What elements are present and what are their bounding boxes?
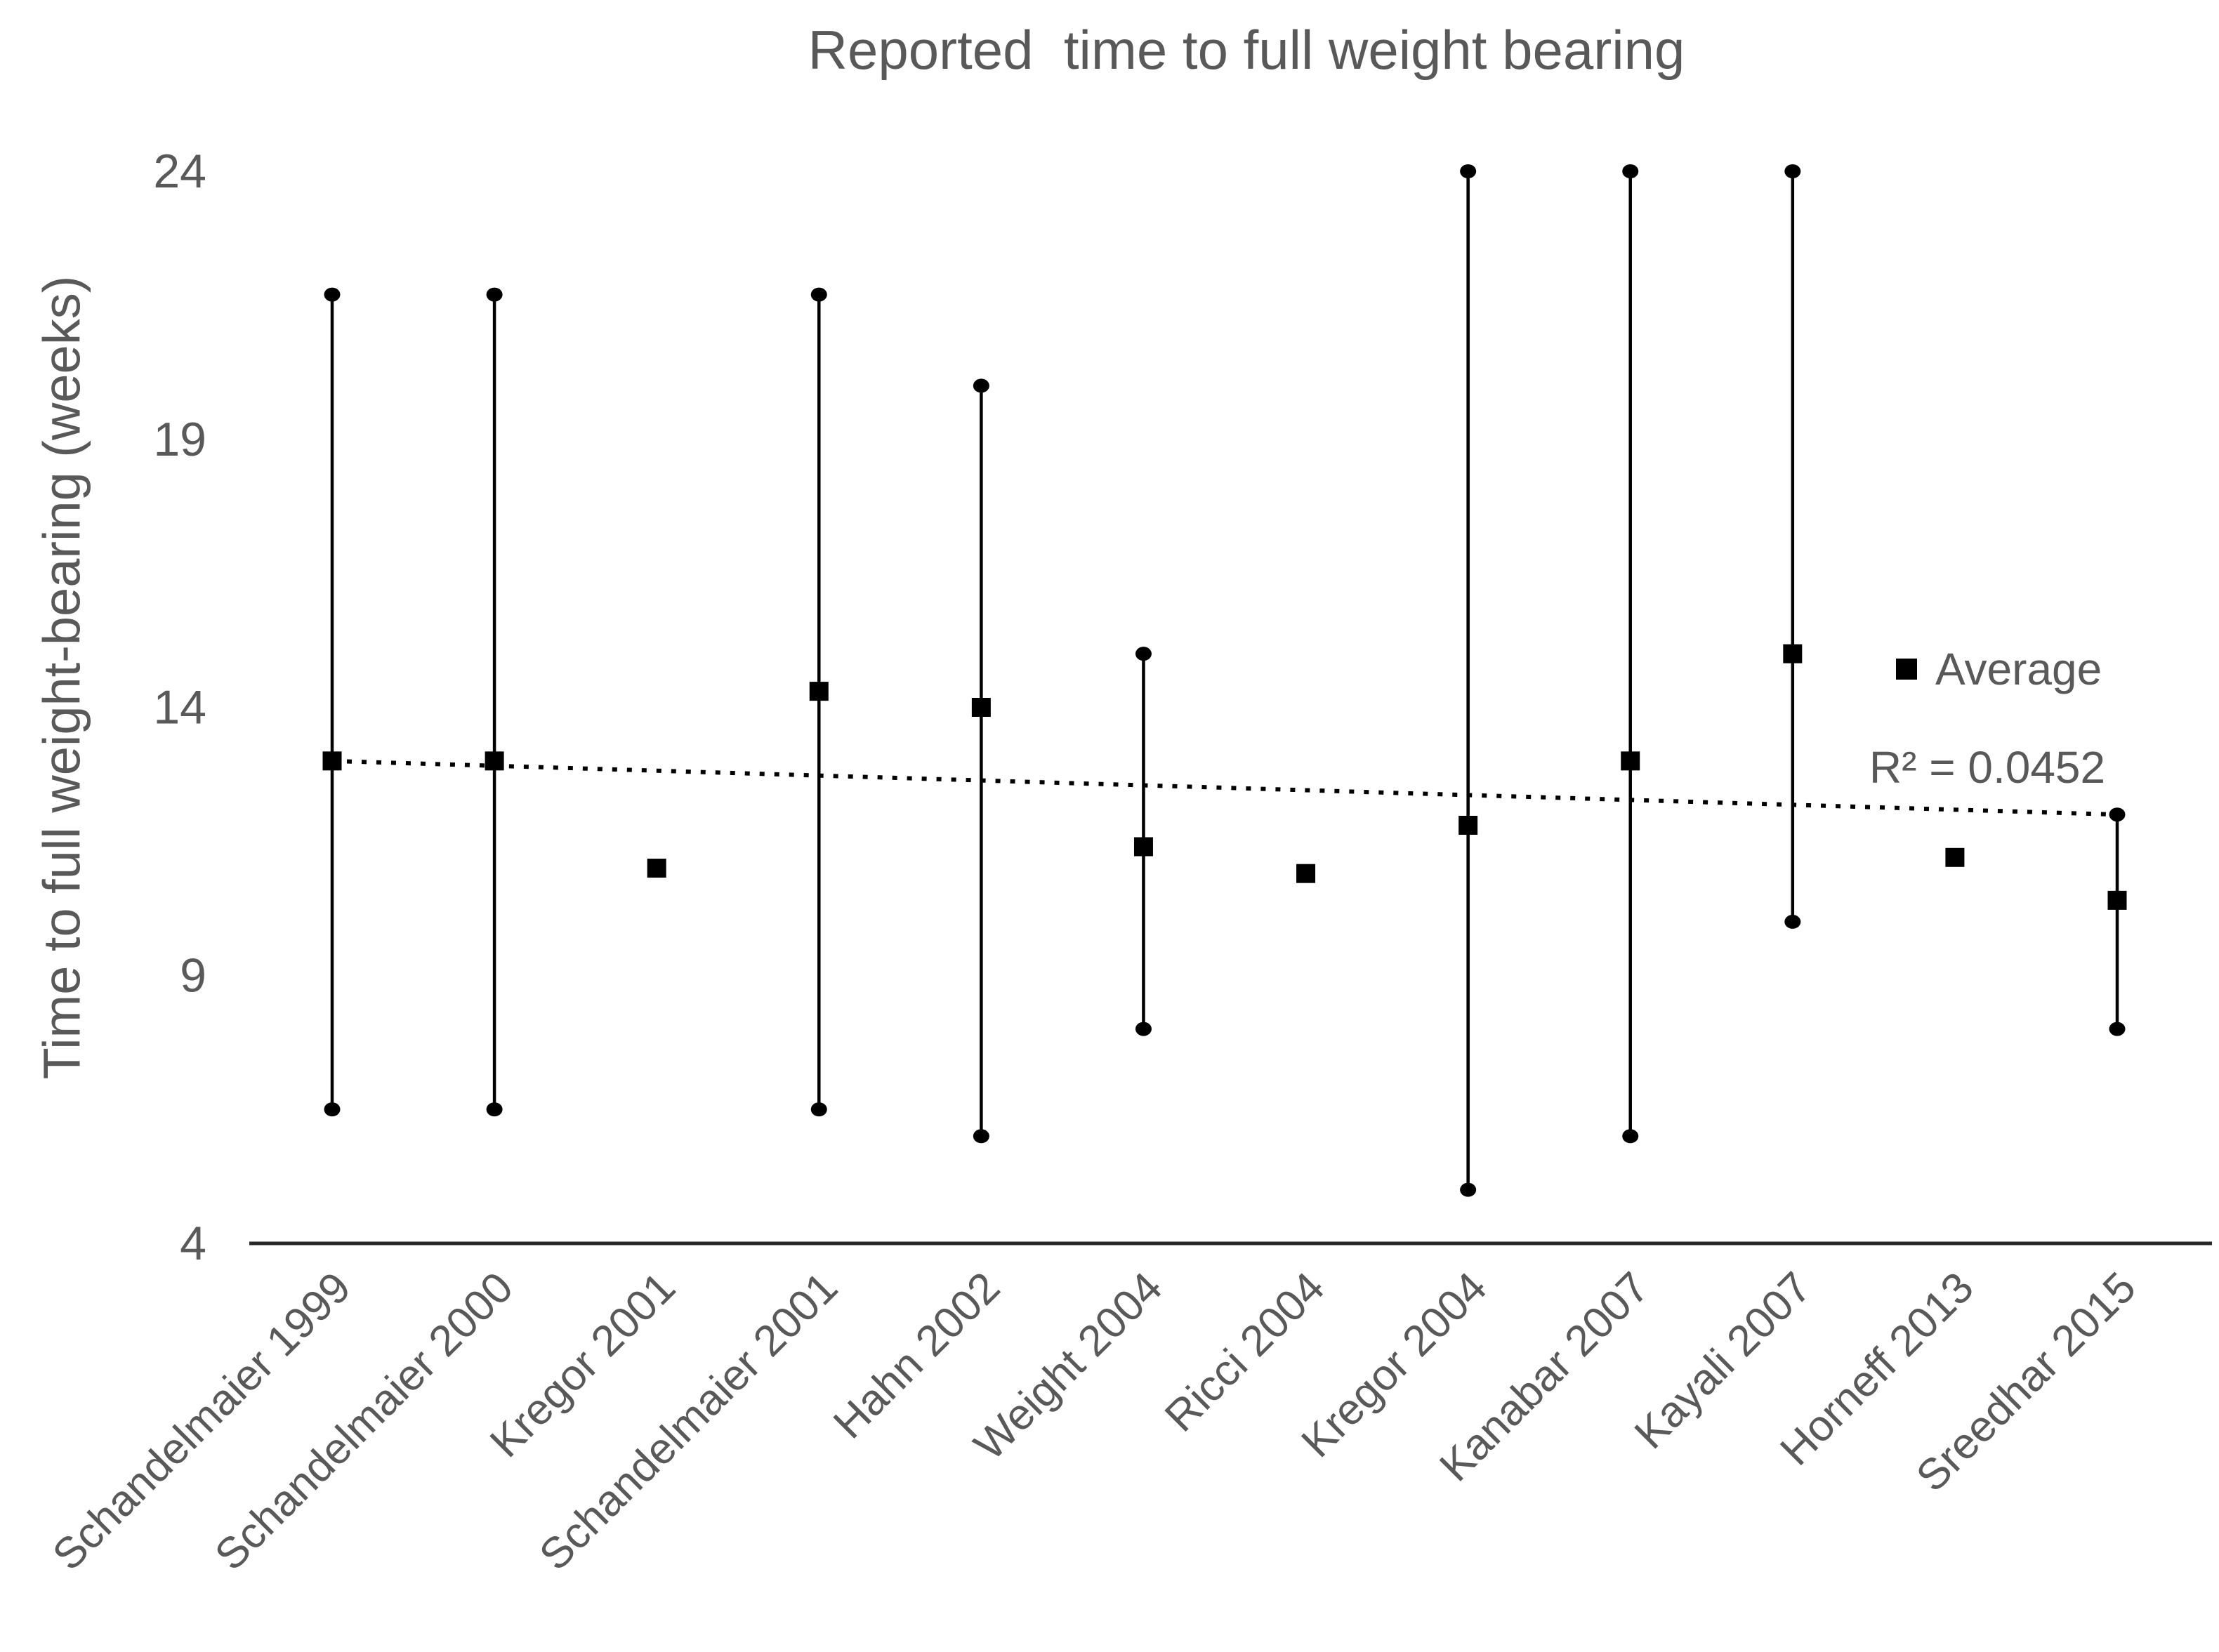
min-dot-marker: [1135, 1022, 1152, 1036]
min-dot-marker: [973, 1129, 989, 1144]
min-dot-marker: [324, 1102, 341, 1117]
r-squared-annotation: R² = 0.0452: [1869, 742, 2106, 793]
average-square-marker: [1133, 837, 1153, 857]
y-tick-label: 19: [153, 413, 206, 466]
max-dot-marker: [1135, 647, 1152, 661]
max-dot-marker: [1622, 164, 1639, 178]
y-tick-label: 9: [180, 949, 206, 1002]
y-tick-label: 14: [153, 681, 206, 734]
x-category-label: Schandelmaier 2000: [206, 1263, 522, 1580]
average-square-marker: [2107, 890, 2127, 910]
max-dot-marker: [486, 287, 503, 302]
average-square-marker: [809, 682, 829, 701]
min-dot-marker: [2109, 1022, 2126, 1036]
average-square-marker: [647, 859, 666, 878]
x-category-label: Schandelmaier 1999: [44, 1263, 360, 1580]
average-marker-swatch: [1896, 659, 1917, 680]
x-category-label: Ricci 2004: [1156, 1263, 1334, 1441]
min-dot-marker: [1460, 1182, 1477, 1197]
min-dot-marker: [1622, 1129, 1639, 1144]
legend-label: Average: [1935, 644, 2102, 694]
max-dot-marker: [2109, 807, 2126, 822]
average-square-marker: [322, 751, 342, 771]
average-square-marker: [1621, 751, 1640, 771]
average-square-marker: [971, 698, 991, 717]
average-square-marker: [1783, 644, 1803, 663]
x-category-label: Schandelmaier 2001: [530, 1263, 847, 1580]
y-tick-label: 4: [180, 1217, 206, 1270]
average-square-marker: [1945, 847, 1965, 867]
max-dot-marker: [324, 287, 341, 302]
average-square-marker: [1296, 864, 1316, 883]
y-tick-label: 24: [153, 145, 206, 198]
min-dot-marker: [1784, 914, 1801, 929]
chart-title: Reported time to full weight bearing: [808, 19, 1685, 81]
max-dot-marker: [810, 287, 827, 302]
max-dot-marker: [1460, 164, 1477, 178]
trendline: [331, 758, 2118, 817]
average-square-marker: [1459, 815, 1478, 835]
max-dot-marker: [973, 378, 989, 393]
max-dot-marker: [1784, 164, 1801, 178]
average-square-marker: [485, 751, 504, 771]
min-dot-marker: [486, 1102, 503, 1117]
legend: Average: [1896, 643, 2102, 695]
min-dot-marker: [810, 1102, 827, 1117]
